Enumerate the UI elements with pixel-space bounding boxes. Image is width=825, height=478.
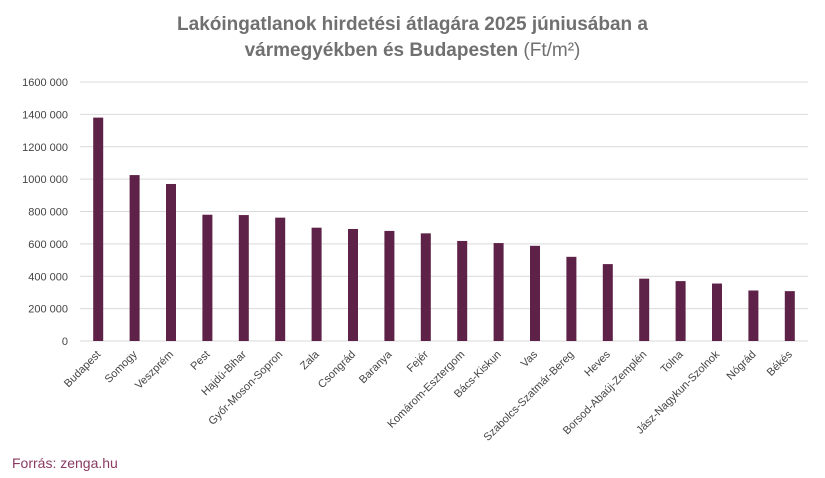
- bar-chart: 0 200 000 400 000 600 000 800 000 1000 000 120…: [22, 77, 808, 444]
- bar: [675, 281, 686, 341]
- x-tick-label: Nógrád: [725, 349, 759, 383]
- bar: [712, 283, 722, 341]
- bar: [311, 227, 322, 341]
- bar: [493, 243, 504, 341]
- chart-title-line2: vármegyékben és Budapesten (Ft/m²): [0, 38, 825, 64]
- y-tick-label: 600 000: [28, 239, 68, 251]
- x-tick-label: Somogy: [103, 348, 140, 385]
- x-tick-label: Pest: [188, 349, 212, 373]
- bar: [238, 215, 249, 341]
- x-tick-label: Győr-Moson-Sopron: [206, 349, 285, 428]
- bar: [602, 264, 613, 341]
- bar: [420, 233, 431, 341]
- x-tick-label: Heves: [582, 348, 613, 379]
- x-tick-label: Vas: [519, 348, 541, 370]
- chart-title-line2-text: vármegyékben és Budapesten: [244, 40, 519, 61]
- bar: [639, 278, 650, 341]
- grid-lines: [80, 81, 808, 342]
- bar: [384, 230, 395, 341]
- bar: [784, 291, 795, 341]
- x-tick-label: Csongrád: [316, 349, 358, 391]
- y-tick-label: 1600 000: [22, 77, 68, 89]
- bar: [530, 245, 540, 341]
- y-tick-label: 200 000: [28, 304, 68, 316]
- chart-title-unit: (Ft/m²): [523, 40, 581, 61]
- y-tick-label: 1000 000: [22, 174, 68, 186]
- x-tick-label: Békés: [765, 348, 795, 378]
- x-tick-label: Veszprém: [133, 349, 176, 392]
- bar: [93, 117, 104, 341]
- bar: [348, 228, 358, 341]
- x-tick-label: Budapest: [62, 349, 103, 390]
- bar: [566, 256, 577, 341]
- y-axis: 0 200 000 400 000 600 000 800 000 1000 000 120…: [22, 77, 68, 348]
- bars: [93, 117, 795, 341]
- chart-title-line1: Lakóingatlanok hirdetési átlagára 2025 j…: [177, 14, 648, 35]
- y-tick-label: 1200 000: [22, 142, 68, 154]
- bar: [457, 240, 468, 341]
- y-tick-label: 800 000: [28, 207, 68, 219]
- x-tick-label: Zala: [298, 348, 322, 372]
- y-tick-label: 0: [62, 336, 68, 348]
- bar: [275, 217, 286, 341]
- bar: [166, 183, 176, 341]
- x-tick-label: Fejér: [405, 348, 431, 374]
- bar: [129, 175, 140, 341]
- source-note: Forrás: zenga.hu: [12, 455, 118, 471]
- bar: [202, 214, 213, 341]
- y-tick-label: 400 000: [28, 271, 68, 283]
- bar: [748, 290, 759, 341]
- x-tick-label: Baranya: [357, 348, 395, 386]
- chart-title: Lakóingatlanok hirdetési átlagára 2025 j…: [0, 12, 825, 64]
- x-tick-label: Tolna: [659, 348, 687, 376]
- y-tick-label: 1400 000: [22, 109, 68, 121]
